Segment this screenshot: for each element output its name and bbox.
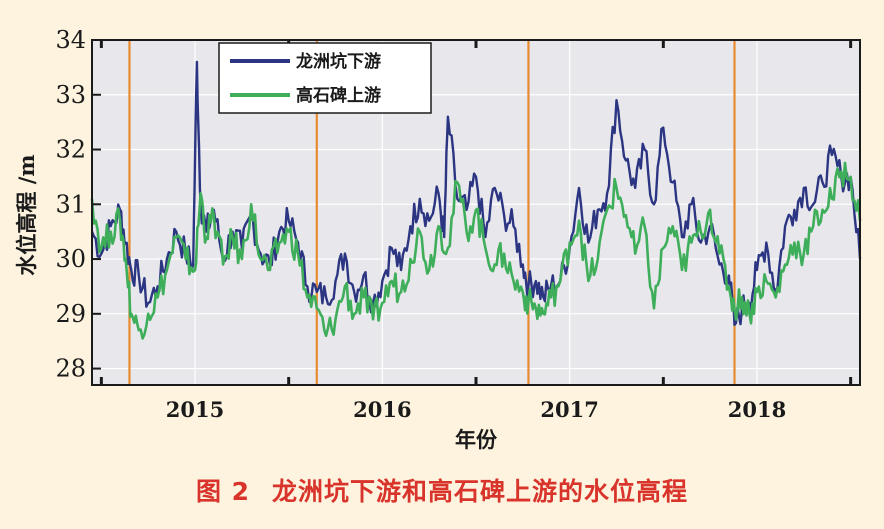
x-axis-title: 年份 <box>455 427 498 452</box>
legend-box <box>218 42 432 114</box>
y-tick-label: 33 <box>55 81 86 109</box>
y-tick-label: 30 <box>55 245 86 273</box>
legend-label-series-2: 高石碑上游 <box>296 85 381 106</box>
x-tick-label: 2017 <box>540 397 598 422</box>
y-tick-label: 28 <box>55 355 86 383</box>
legend: 龙洲坑下游 高石碑上游 <box>218 42 432 114</box>
y-tick-label: 32 <box>55 136 86 164</box>
vertical-marker-lines <box>128 40 736 385</box>
y-tick-label: 29 <box>55 300 86 328</box>
y-tick-label: 34 <box>55 26 86 54</box>
y-axis-title: 水位高程 /m <box>14 154 39 275</box>
figure-caption: 图 2 龙洲坑下游和高石碑上游的水位高程 <box>0 472 884 508</box>
figure-title: 龙洲坑下游和高石碑上游的水位高程 <box>272 477 689 506</box>
x-tick-label: 2015 <box>166 397 224 422</box>
series-line-2 <box>90 161 862 340</box>
y-axis-ticks: 28 29 30 31 32 33 34 <box>55 26 101 383</box>
x-tick-label: 2018 <box>728 397 786 422</box>
legend-label-series-1: 龙洲坑下游 <box>295 51 381 72</box>
x-axis-ticks: 2015 2016 2017 2018 <box>99 40 853 422</box>
x-tick-label: 2016 <box>353 397 411 422</box>
figure-number: 图 2 <box>195 477 251 506</box>
y-tick-label: 31 <box>55 190 86 218</box>
series-layer <box>90 60 862 340</box>
